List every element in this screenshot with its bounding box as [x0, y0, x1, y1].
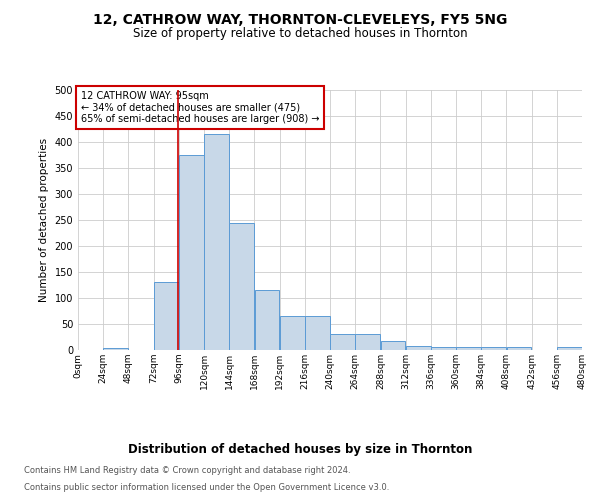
Text: Contains HM Land Registry data © Crown copyright and database right 2024.: Contains HM Land Registry data © Crown c…: [24, 466, 350, 475]
Bar: [154, 282, 179, 350]
Bar: [229, 222, 254, 350]
Bar: [506, 348, 532, 350]
Bar: [380, 341, 406, 350]
Bar: [431, 348, 456, 350]
Bar: [481, 348, 506, 350]
Text: Contains public sector information licensed under the Open Government Licence v3: Contains public sector information licen…: [24, 482, 389, 492]
Bar: [254, 290, 280, 350]
Text: 12, CATHROW WAY, THORNTON-CLEVELEYS, FY5 5NG: 12, CATHROW WAY, THORNTON-CLEVELEYS, FY5…: [93, 12, 507, 26]
Bar: [406, 346, 431, 350]
Bar: [280, 316, 305, 350]
Bar: [355, 334, 380, 350]
Bar: [179, 155, 204, 350]
Bar: [305, 316, 330, 350]
Bar: [103, 348, 128, 350]
Bar: [204, 134, 229, 350]
Text: Distribution of detached houses by size in Thornton: Distribution of detached houses by size …: [128, 442, 472, 456]
Text: Size of property relative to detached houses in Thornton: Size of property relative to detached ho…: [133, 28, 467, 40]
Bar: [582, 348, 600, 350]
Bar: [557, 348, 582, 350]
Bar: [456, 348, 481, 350]
Bar: [330, 334, 355, 350]
Text: 12 CATHROW WAY: 95sqm
← 34% of detached houses are smaller (475)
65% of semi-det: 12 CATHROW WAY: 95sqm ← 34% of detached …: [80, 92, 319, 124]
Y-axis label: Number of detached properties: Number of detached properties: [39, 138, 49, 302]
